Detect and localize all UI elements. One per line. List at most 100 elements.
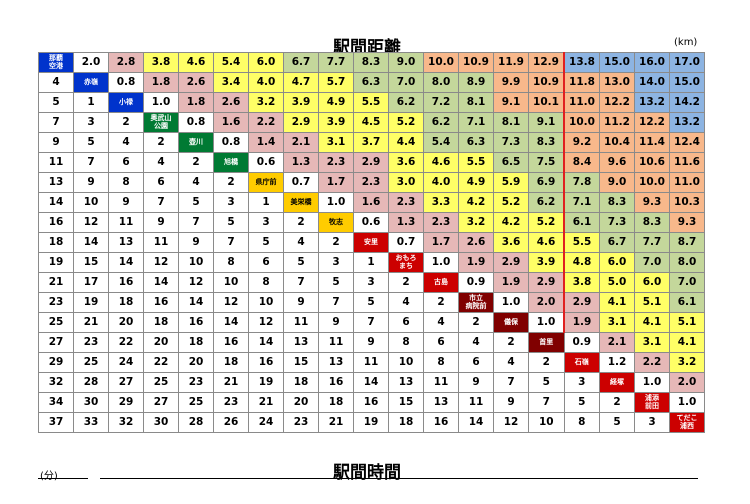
distance-cell: 5.2 — [388, 112, 424, 133]
travel-time-cell: 30 — [73, 392, 109, 413]
travel-time-cell: 18 — [283, 372, 319, 393]
station-name-cell: 小禄 — [108, 92, 144, 113]
distance-cell: 8.1 — [458, 92, 494, 113]
travel-time-cell: 9 — [143, 212, 179, 233]
travel-time-cell: 28 — [178, 412, 214, 433]
distance-cell: 4.1 — [669, 332, 705, 353]
distance-cell: 1.9 — [493, 272, 529, 293]
travel-time-cell: 21 — [318, 412, 354, 433]
travel-time-cell: 32 — [108, 412, 144, 433]
travel-time-cell: 2 — [528, 352, 565, 373]
travel-time-cell: 25 — [143, 372, 179, 393]
distance-cell: 9.6 — [599, 152, 635, 173]
travel-time-cell: 7 — [318, 292, 354, 313]
station-name-cell: 美栄橋 — [283, 192, 319, 213]
travel-time-cell: 5 — [73, 132, 109, 153]
distance-cell: 13.8 — [563, 52, 600, 73]
distance-cell: 11.9 — [493, 52, 529, 73]
distance-cell: 11.0 — [563, 92, 600, 113]
station-name-cell: 県庁前 — [248, 172, 284, 193]
travel-time-cell: 7 — [353, 312, 389, 333]
travel-time-cell: 12 — [248, 312, 284, 333]
station-name-cell: 奥武山 公園 — [143, 112, 179, 133]
travel-time-cell: 27 — [108, 372, 144, 393]
distance-cell: 11.8 — [563, 72, 600, 93]
distance-cell: 1.9 — [458, 252, 494, 273]
travel-time-cell: 23 — [213, 392, 249, 413]
distance-cell: 10.0 — [423, 52, 459, 73]
distance-cell: 1.8 — [143, 72, 179, 93]
distance-cell: 6.1 — [669, 292, 705, 313]
travel-time-cell: 37 — [38, 412, 74, 433]
travel-time-cell: 14 — [213, 312, 249, 333]
distance-cell: 14.0 — [634, 72, 670, 93]
table-row: 37 33 32 30 28 26 24 23 21 19 18 16 14 12 10 8 5 3 てだこ 浦西 — [38, 412, 705, 433]
distance-cell: 4.6 — [423, 152, 459, 173]
distance-cell: 5.9 — [493, 172, 529, 193]
travel-time-cell: 16 — [318, 372, 354, 393]
travel-time-cell: 12 — [493, 412, 529, 433]
distance-cell: 3.3 — [423, 192, 459, 213]
travel-time-cell: 8 — [423, 352, 459, 373]
travel-time-cell: 20 — [178, 352, 214, 373]
table-row: 11 7 6 4 2 旭橋 0.6 1.3 2.3 2.9 3.6 4.6 5.5 6.5 7.5 8.4 9.… — [38, 152, 705, 173]
distance-cell: 5.1 — [669, 312, 705, 333]
distance-cell: 4.9 — [458, 172, 494, 193]
distance-cell: 11.4 — [634, 132, 670, 153]
travel-time-cell: 19 — [248, 372, 284, 393]
distance-unit: (km) — [674, 37, 698, 48]
travel-time-cell: 3 — [353, 272, 389, 293]
distance-cell: 4.6 — [528, 232, 565, 253]
travel-time-cell: 10 — [178, 252, 214, 273]
distance-cell: 5.1 — [634, 292, 670, 313]
distance-cell: 4.8 — [563, 252, 600, 273]
travel-time-cell: 18 — [213, 352, 249, 373]
station-name-cell: てだこ 浦西 — [669, 412, 705, 433]
travel-time-cell: 27 — [143, 392, 179, 413]
distance-cell: 11.0 — [669, 172, 705, 193]
distance-cell: 3.2 — [248, 92, 284, 113]
station-name-cell: 牧志 — [318, 212, 354, 233]
distance-cell: 14.2 — [669, 92, 705, 113]
travel-time-cell: 4 — [423, 312, 459, 333]
travel-time-cell: 2 — [423, 292, 459, 313]
distance-cell: 9.3 — [634, 192, 670, 213]
travel-time-cell: 6 — [458, 352, 494, 373]
distance-cell: 7.0 — [669, 272, 705, 293]
distance-cell: 11.2 — [599, 112, 635, 133]
travel-time-cell: 7 — [493, 372, 529, 393]
distance-cell: 0.7 — [388, 232, 424, 253]
travel-time-cell: 14 — [353, 372, 389, 393]
distance-cell: 1.3 — [388, 212, 424, 233]
travel-time-cell: 3 — [318, 252, 354, 273]
distance-cell: 3.2 — [669, 352, 705, 373]
distance-cell: 9.9 — [493, 72, 529, 93]
travel-time-cell: 4 — [493, 352, 529, 373]
distance-cell: 3.9 — [528, 252, 565, 273]
travel-time-cell: 8 — [213, 252, 249, 273]
travel-time-cell: 18 — [38, 232, 74, 253]
distance-cell: 13.2 — [634, 92, 670, 113]
travel-time-cell: 10 — [73, 192, 109, 213]
distance-cell: 10.3 — [669, 192, 705, 213]
travel-time-cell: 28 — [73, 372, 109, 393]
distance-cell: 6.0 — [599, 252, 635, 273]
distance-cell: 15.0 — [669, 72, 705, 93]
distance-cell: 12.2 — [599, 92, 635, 113]
distance-cell: 4.6 — [178, 52, 214, 73]
distance-cell: 12.2 — [634, 112, 670, 133]
distance-cell: 2.0 — [528, 292, 565, 313]
travel-time-cell: 1 — [248, 192, 284, 213]
distance-cell: 5.7 — [318, 72, 354, 93]
distance-cell: 6.2 — [423, 112, 459, 133]
travel-time-cell: 2 — [213, 172, 249, 193]
distance-cell: 0.8 — [108, 72, 144, 93]
travel-time-cell: 5 — [248, 232, 284, 253]
travel-time-cell: 14 — [143, 272, 179, 293]
travel-time-cell: 6 — [248, 252, 284, 273]
travel-time-cell: 23 — [38, 292, 74, 313]
table-row: 13 9 8 6 4 2 県庁前 0.7 1.7 2.3 3.0 4.0 4.9 5.9 6.9 7.8 9.0… — [38, 172, 705, 193]
distance-cell: 0.9 — [458, 272, 494, 293]
distance-cell: 8.0 — [423, 72, 459, 93]
travel-time-cell: 5 — [599, 412, 635, 433]
